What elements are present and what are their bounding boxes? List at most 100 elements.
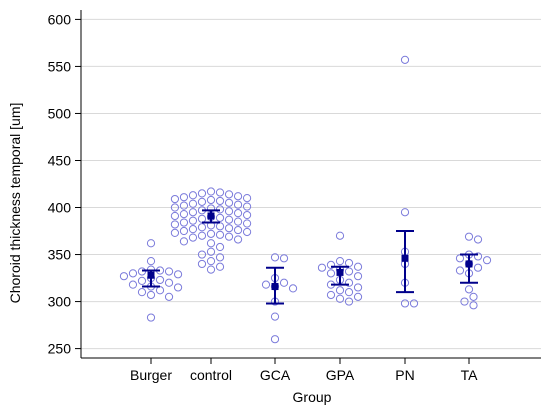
data-point [224,207,234,216]
data-point [179,193,189,202]
data-point [164,267,174,276]
data-point [353,283,363,292]
data-point [326,260,336,269]
data-point [353,272,363,281]
mean-marker [271,283,279,291]
data-point [197,189,207,198]
summary-markers [142,209,478,305]
data-point [188,199,198,208]
data-point [170,194,180,204]
data-point [224,198,234,207]
data-point [215,253,225,262]
data-point [242,219,252,228]
data-point [335,286,345,295]
data-point [215,213,225,222]
x-axis: Burger control GCA GPA PN TA [81,357,541,383]
data-point [146,313,156,322]
data-point [233,192,243,201]
data-point [455,254,465,263]
data-point [197,250,207,259]
data-point [464,285,474,294]
data-point [233,235,243,244]
y-tick-label: 300 [48,294,72,310]
data-point [155,286,165,295]
data-point [137,276,147,285]
data-point [179,226,189,236]
data-point [242,194,252,203]
data-point [137,288,147,297]
data-point [146,290,156,300]
data-point [224,224,234,233]
data-points [119,55,492,344]
data-point [197,259,207,269]
data-point [335,231,345,240]
data-point [344,278,354,287]
data-point [242,227,252,237]
data-point [119,272,129,281]
data-point [215,230,225,239]
grid-lines [81,18,541,350]
y-tick-label: 500 [48,105,72,121]
data-point [179,201,189,210]
data-point [353,262,363,271]
data-point [206,247,216,256]
y-tick-label: 550 [48,58,72,74]
data-point [146,239,156,248]
data-point [128,269,138,278]
y-axis: 250 300 350 400 450 500 550 600 [48,10,82,358]
data-point [344,258,354,268]
data-point [270,253,280,262]
data-point [270,335,280,344]
x-tick-label: GCA [260,367,291,383]
data-point [473,263,483,272]
data-point [233,209,243,218]
data-point [233,217,243,226]
data-point [188,233,198,242]
data-point [400,299,410,308]
data-point [215,242,225,252]
data-point [170,220,180,229]
data-point [335,294,345,303]
data-point [206,257,216,266]
data-point [224,232,234,241]
mean-marker [207,212,215,220]
y-axis-title: Choroid thickness temporal [um] [7,103,23,304]
data-point [179,237,189,246]
mean-marker [465,260,473,268]
data-point [233,200,243,209]
data-point [179,209,189,219]
data-point [469,292,478,301]
data-point [409,299,419,308]
data-point [242,210,252,220]
data-point [460,297,469,306]
data-point [261,280,271,289]
data-point [215,222,225,231]
data-point [279,254,289,263]
data-point [233,225,243,235]
y-tick-label: 450 [48,152,72,168]
data-point [179,218,189,227]
x-axis-title: Group [293,389,332,405]
data-point [206,265,216,274]
data-point [197,197,207,206]
data-point [164,278,174,287]
data-point [224,190,234,199]
data-point [197,231,207,240]
data-point [270,312,280,321]
data-point [400,208,410,217]
data-point [455,266,465,275]
data-point [188,216,198,225]
data-point [279,278,289,287]
data-point [197,223,207,232]
data-point [188,191,198,200]
data-point [344,297,354,306]
data-point [473,252,483,261]
x-tick-label: GPA [326,367,355,383]
data-point [344,288,354,297]
data-point [206,195,216,205]
data-point [242,202,252,211]
x-tick-label: PN [395,367,414,383]
data-point [482,256,492,265]
data-point [344,267,354,276]
